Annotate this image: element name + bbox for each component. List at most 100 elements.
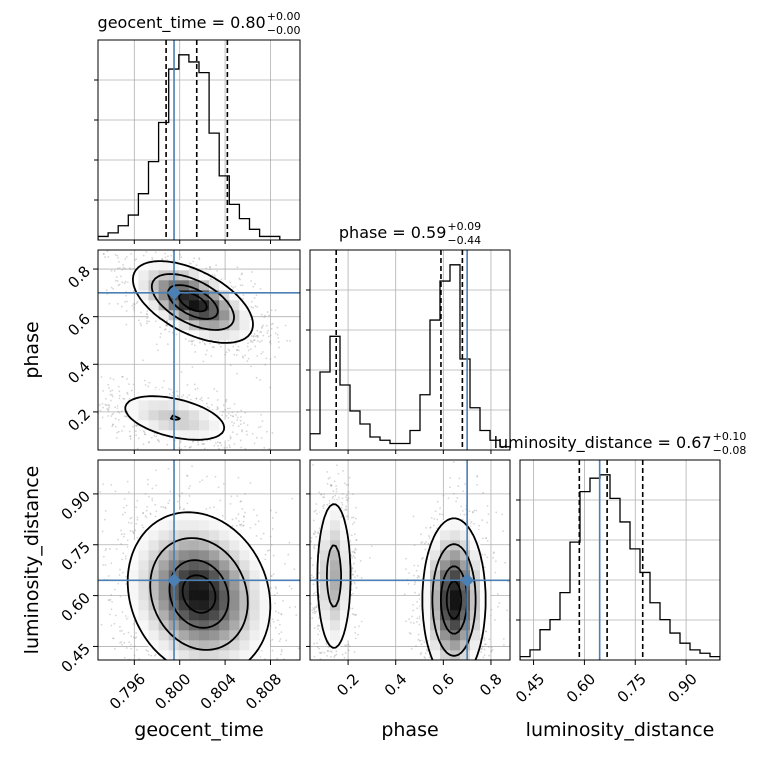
sample-point — [228, 407, 231, 410]
sample-point — [119, 568, 121, 571]
sample-point — [134, 424, 137, 427]
sample-point — [169, 490, 172, 493]
sample-point — [278, 623, 281, 626]
sample-point — [254, 335, 257, 338]
hist-luminosity_distance-bg — [520, 460, 720, 660]
sample-point — [136, 300, 139, 303]
sample-point — [210, 355, 213, 358]
sample-point — [265, 324, 268, 327]
sample-point — [174, 661, 176, 663]
sample-point — [123, 498, 126, 500]
sample-point — [122, 264, 124, 266]
sample-point — [204, 343, 207, 346]
sample-point — [196, 441, 199, 443]
sample-point — [188, 446, 191, 449]
sample-point — [220, 662, 222, 664]
sample-point — [218, 447, 220, 450]
density-cell — [148, 300, 159, 311]
sample-point — [232, 415, 235, 418]
sample-point — [276, 326, 279, 329]
sample-point — [105, 404, 108, 407]
sample-point — [276, 657, 279, 660]
sample-point — [133, 645, 136, 648]
sample-point — [123, 633, 125, 635]
sample-point — [101, 416, 104, 419]
sample-point — [119, 595, 122, 598]
sample-point — [236, 372, 238, 375]
sample-point — [257, 520, 260, 523]
sample-point — [214, 668, 216, 670]
sample-point — [116, 302, 119, 305]
sample-point — [109, 399, 112, 402]
sample-point — [263, 316, 266, 319]
sample-point — [92, 404, 94, 406]
sample-point — [226, 454, 228, 456]
sample-point — [224, 400, 227, 403]
density-cell — [219, 330, 230, 341]
sample-point — [266, 311, 269, 313]
sample-point — [136, 499, 139, 502]
density-cell — [138, 290, 149, 301]
sample-point — [176, 662, 178, 664]
sample-point — [102, 253, 105, 255]
sample-point — [128, 641, 131, 644]
sample-point — [122, 552, 125, 555]
sample-point — [164, 256, 167, 259]
sample-point — [270, 543, 273, 546]
sample-point — [127, 491, 130, 494]
sample-point — [111, 413, 114, 416]
sample-point — [116, 410, 119, 413]
sample-point — [227, 416, 230, 419]
sample-point — [121, 281, 124, 284]
sample-point — [262, 671, 264, 673]
sample-point — [116, 431, 119, 434]
sample-point — [246, 662, 248, 664]
density-cell — [229, 290, 240, 301]
sample-point — [221, 515, 224, 517]
sample-point — [275, 724, 277, 726]
density-cell — [178, 410, 190, 421]
truth-marker-1-0 — [166, 285, 182, 300]
sample-point — [128, 383, 130, 386]
sample-point — [132, 531, 135, 534]
sample-point — [188, 704, 190, 706]
sample-point — [125, 309, 128, 312]
sample-point — [232, 424, 235, 427]
sample-point — [238, 668, 240, 670]
density-cell — [229, 330, 240, 341]
sample-point — [163, 329, 166, 331]
sample-point — [229, 281, 232, 284]
density-cell — [219, 430, 230, 441]
sample-point — [160, 505, 163, 508]
sample-point — [107, 408, 110, 411]
density-cell — [158, 410, 169, 421]
sample-point — [222, 668, 224, 670]
sample-point — [203, 443, 205, 445]
sample-point — [238, 277, 241, 280]
sample-point — [270, 509, 272, 512]
sample-point — [243, 664, 245, 666]
sample-point — [161, 685, 163, 687]
density-cell — [138, 390, 149, 401]
density-cell — [209, 430, 220, 441]
sample-point — [236, 266, 239, 269]
sample-point — [255, 376, 258, 379]
sample-point — [268, 447, 271, 450]
sample-point — [128, 430, 131, 433]
sample-point — [154, 503, 157, 506]
sample-point — [109, 598, 112, 601]
sample-point — [232, 286, 235, 289]
sample-point — [122, 535, 125, 538]
sample-point — [239, 278, 241, 281]
sample-point — [125, 647, 128, 649]
sample-point — [140, 324, 143, 327]
sample-point — [255, 294, 258, 297]
sample-point — [283, 658, 285, 660]
sample-point — [280, 613, 283, 616]
sample-point — [259, 331, 262, 334]
sample-point — [216, 399, 219, 401]
sample-point — [245, 430, 248, 433]
sample-point — [118, 411, 121, 414]
density-cell — [188, 280, 200, 291]
sample-point — [111, 394, 113, 396]
